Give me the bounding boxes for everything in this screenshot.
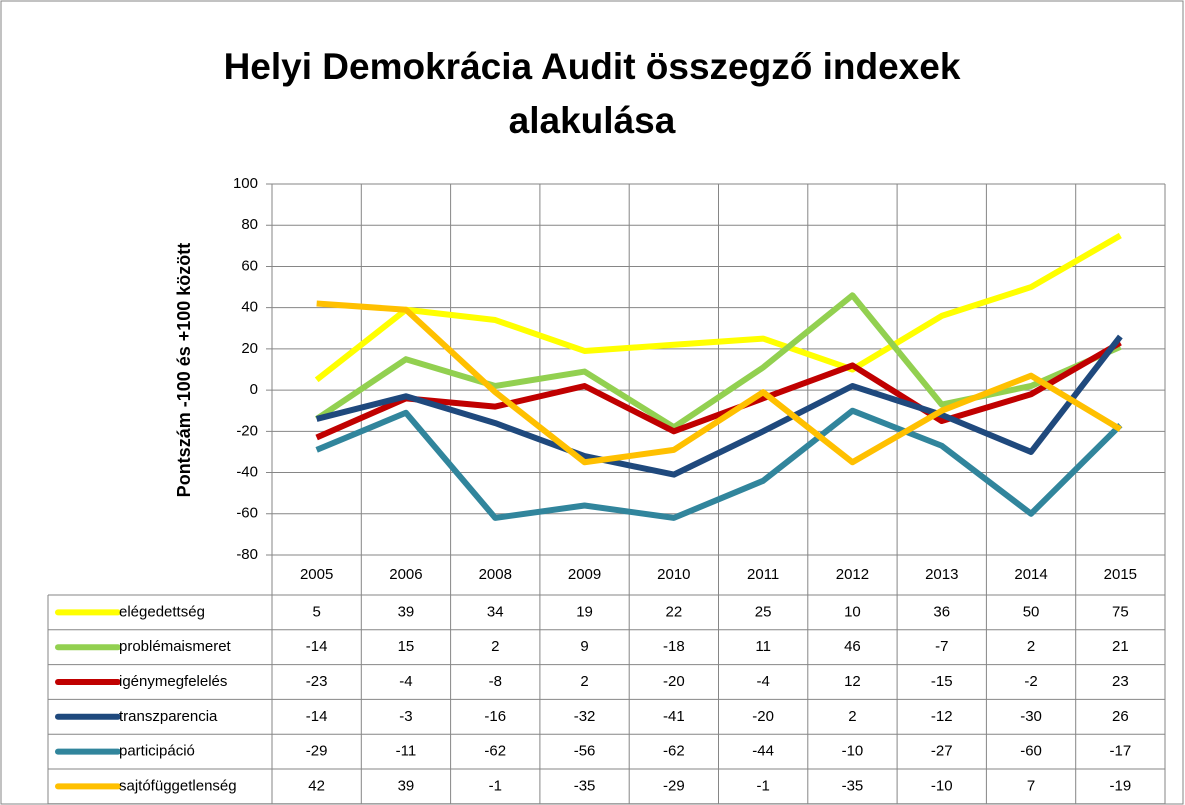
table-value: 39 <box>398 603 415 620</box>
table-value: 22 <box>666 603 683 620</box>
chart-title: Helyi Demokrácia Audit összegző indexek … <box>223 46 961 141</box>
x-tick-label: 2014 <box>1014 566 1047 583</box>
table-value: -23 <box>306 673 328 690</box>
table-value: -20 <box>752 708 774 725</box>
table-value: -1 <box>756 777 769 794</box>
y-tick-label: 100 <box>233 175 258 192</box>
table-value: 39 <box>398 777 415 794</box>
table-value: 42 <box>308 777 325 794</box>
table-value: -15 <box>931 673 953 690</box>
y-tick-label: 20 <box>241 340 258 357</box>
table-value: 75 <box>1112 603 1129 620</box>
x-tick-label: 2005 <box>300 566 333 583</box>
table-value: 36 <box>933 603 950 620</box>
table-value: -62 <box>663 743 685 760</box>
table-value: 12 <box>844 673 861 690</box>
series-line <box>315 334 1123 478</box>
table-value: -8 <box>489 673 502 690</box>
x-tick-label: 2006 <box>389 566 422 583</box>
table-value: -62 <box>484 743 506 760</box>
legend-label: participáció <box>119 743 195 760</box>
x-tick-label: 2010 <box>657 566 690 583</box>
table-value: -16 <box>484 708 506 725</box>
y-tick-label: 0 <box>250 381 258 398</box>
y-tick-label: -80 <box>236 546 258 563</box>
series-line <box>315 407 1123 521</box>
legend-label: elégedettség <box>119 603 205 620</box>
table-value: -10 <box>931 777 953 794</box>
table-value: -4 <box>399 673 412 690</box>
table-value: -32 <box>574 708 596 725</box>
legend-label: sajtófüggetlenség <box>119 777 237 794</box>
x-tick-label: 2009 <box>568 566 601 583</box>
table-value: -60 <box>1020 743 1042 760</box>
table-value: -14 <box>306 708 328 725</box>
table-value: 2 <box>848 708 856 725</box>
table-value: -41 <box>663 708 685 725</box>
series-line <box>316 300 1122 466</box>
table-value: 50 <box>1023 603 1040 620</box>
table-value: -12 <box>931 708 953 725</box>
series-line <box>315 340 1122 441</box>
table-value: -4 <box>756 673 769 690</box>
y-tick-label: 60 <box>241 257 258 274</box>
y-tick-label: 80 <box>241 216 258 233</box>
table-value: -11 <box>396 743 417 760</box>
table-value: -56 <box>574 743 596 760</box>
y-tick-label: -40 <box>236 464 258 481</box>
table-value: -7 <box>935 638 948 655</box>
table-value: 10 <box>844 603 861 620</box>
table-value: 46 <box>844 638 861 655</box>
table-value: 11 <box>755 638 771 655</box>
table-value: -2 <box>1024 673 1037 690</box>
table-value: 2 <box>491 638 499 655</box>
table-value: -35 <box>842 777 864 794</box>
table-value: -27 <box>931 743 953 760</box>
x-tick-label: 2013 <box>925 566 958 583</box>
y-tick-label: -20 <box>236 422 258 439</box>
table-value: -14 <box>306 638 328 655</box>
table-value: -17 <box>1110 743 1132 760</box>
table-value: -29 <box>306 743 328 760</box>
table-value: 21 <box>1112 638 1129 655</box>
table-value: 34 <box>487 603 504 620</box>
y-axis-label: Pontszám -100 és +100 között <box>174 243 194 498</box>
table-value: -10 <box>842 743 864 760</box>
table-value: -1 <box>489 777 502 794</box>
table-value: 9 <box>580 638 588 655</box>
x-tick-label: 2008 <box>479 566 512 583</box>
table-value: -3 <box>399 708 412 725</box>
table-value: 2 <box>580 673 588 690</box>
table-value: -19 <box>1110 777 1132 794</box>
table-value: -29 <box>663 777 685 794</box>
legend-label: problémaismeret <box>119 638 232 655</box>
x-tick-label: 2015 <box>1104 566 1137 583</box>
table-value: 7 <box>1027 777 1035 794</box>
table-value: 15 <box>398 638 415 655</box>
table-value: 25 <box>755 603 772 620</box>
x-tick-label: 2011 <box>747 566 779 583</box>
legend-label: transzparencia <box>119 708 218 725</box>
x-tick-label: 2012 <box>836 566 869 583</box>
table-value: 19 <box>576 603 593 620</box>
table-value: 2 <box>1027 638 1035 655</box>
table-value: 5 <box>312 603 320 620</box>
table-value: 23 <box>1112 673 1129 690</box>
table-value: -35 <box>574 777 596 794</box>
y-tick-label: -60 <box>236 505 258 522</box>
table-value: -20 <box>663 673 685 690</box>
table-value: -30 <box>1020 708 1042 725</box>
table-value: -18 <box>663 638 685 655</box>
series-line <box>314 232 1122 383</box>
legend-label: igénymegfelelés <box>119 673 227 690</box>
table-value: -44 <box>752 743 774 760</box>
table-value: 26 <box>1112 708 1129 725</box>
y-tick-label: 40 <box>241 299 258 316</box>
